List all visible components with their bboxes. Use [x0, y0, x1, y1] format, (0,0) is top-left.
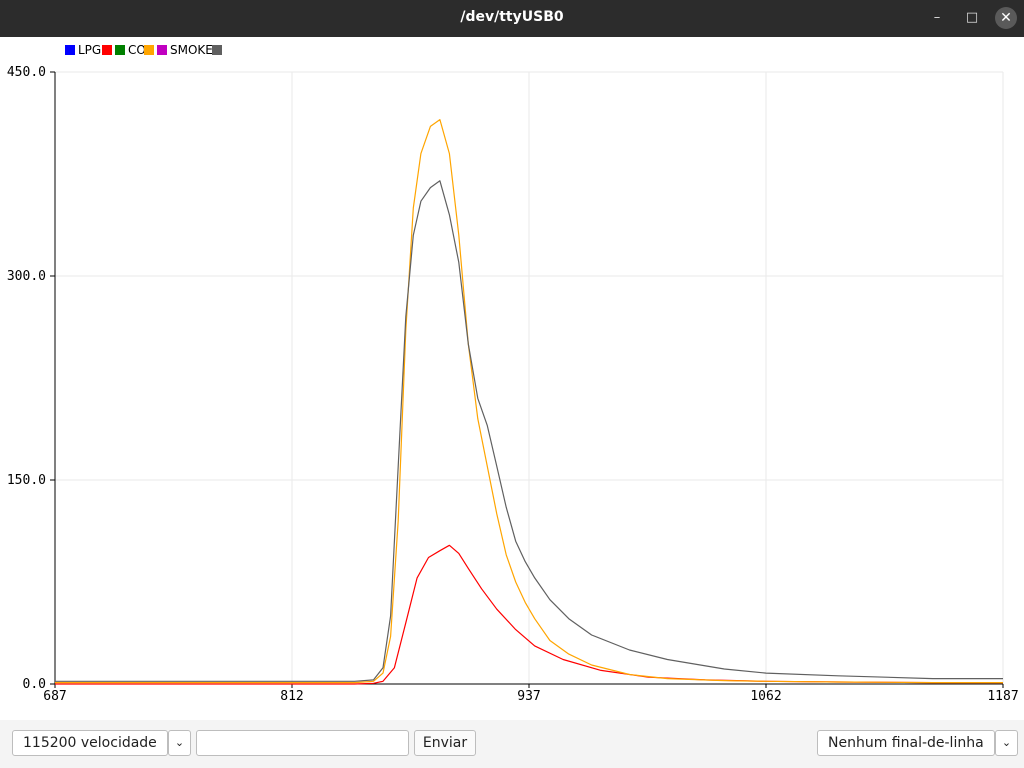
x-tick-label: 687 — [43, 689, 66, 704]
x-tick-label: 1187 — [987, 689, 1018, 704]
legend-swatch — [157, 45, 167, 55]
y-tick-label: 450.0 — [7, 65, 46, 80]
line-ending-select[interactable]: Nenhum final-de-linha — [817, 730, 995, 756]
y-tick-label: 0.0 — [23, 677, 46, 692]
legend-label: SMOKE — [170, 43, 213, 57]
legend-swatch — [65, 45, 75, 55]
legend-swatch — [144, 45, 154, 55]
baud-rate-select[interactable]: 115200 velocidade — [12, 730, 168, 756]
legend-swatch — [212, 45, 222, 55]
legend-swatch — [102, 45, 112, 55]
legend-label: CO — [128, 43, 146, 57]
x-tick-label: 1062 — [750, 689, 781, 704]
send-button[interactable]: Enviar — [414, 730, 476, 756]
title-bar: /dev/ttyUSB0 – □ ✕ — [0, 0, 1024, 37]
legend-label: LPG — [78, 43, 101, 57]
serial-plotter: 0.0 150.0 300.0 450.0 687 812 937 1062 1187 LPG CO… — [0, 37, 1024, 720]
series-line-1 — [55, 118, 1003, 684]
maximize-icon[interactable]: □ — [965, 10, 979, 25]
bottom-toolbar: 115200 velocidade ⌄ Enviar Nenhum final-… — [0, 720, 1024, 768]
window-title: /dev/ttyUSB0 — [460, 9, 564, 25]
x-tick-label: 812 — [280, 689, 303, 704]
plot-chart: 0.0 150.0 300.0 450.0 687 812 937 1062 1187 LPG CO… — [7, 43, 1019, 704]
minimize-icon[interactable]: – — [933, 10, 941, 25]
close-icon[interactable]: ✕ — [995, 7, 1017, 29]
y-tick-label: 150.0 — [7, 473, 46, 488]
legend-swatch — [115, 45, 125, 55]
x-tick-label: 937 — [517, 689, 540, 704]
send-input[interactable] — [196, 730, 409, 756]
chevron-down-icon[interactable]: ⌄ — [995, 730, 1018, 756]
series-line-2 — [55, 180, 1003, 682]
y-tick-label: 300.0 — [7, 269, 46, 284]
chevron-down-icon[interactable]: ⌄ — [168, 730, 191, 756]
